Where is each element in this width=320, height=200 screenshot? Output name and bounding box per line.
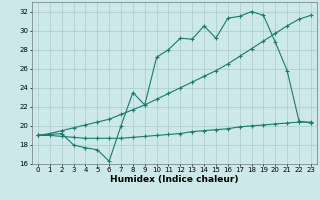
X-axis label: Humidex (Indice chaleur): Humidex (Indice chaleur) [110, 175, 239, 184]
